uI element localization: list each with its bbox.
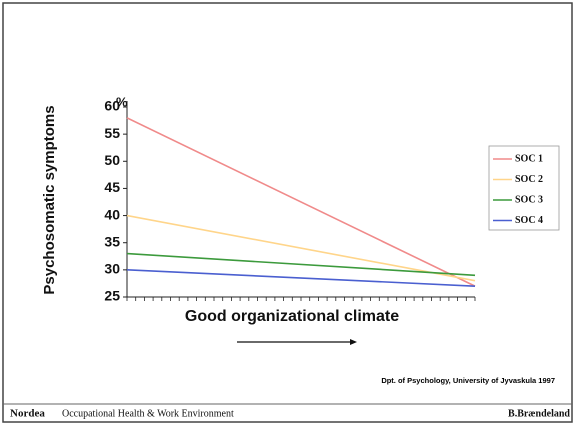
y-tick-label: 55	[104, 125, 120, 141]
series-line	[126, 252, 476, 277]
annotation: Dpt. of Psychology, University of Jyvask…	[381, 376, 555, 385]
y-axis-label: Psychosomatic symptoms	[41, 105, 58, 294]
footer-author: B.Brændeland	[508, 408, 570, 419]
series-line	[126, 214, 476, 282]
footer-text: Occupational Health & Work Environment	[62, 408, 234, 419]
x-axis-label: Good organizational climate	[185, 308, 399, 325]
slide-frame	[2, 2, 573, 423]
y-tick-label: 60	[104, 98, 120, 114]
y-tick-label: 35	[104, 233, 120, 249]
y-tick-label: 40	[104, 206, 120, 222]
legend-label: SOC 4	[515, 215, 543, 226]
y-tick-label: 45	[104, 179, 120, 195]
y-tick-label: 25	[104, 288, 120, 304]
series-line	[126, 117, 476, 287]
series-line	[126, 269, 476, 287]
legend-box	[488, 145, 560, 231]
legend-label: SOC 1	[515, 153, 543, 164]
y-unit: %	[116, 94, 128, 109]
arrow-head	[350, 339, 357, 345]
y-tick-label: 50	[104, 152, 120, 168]
y-tick-label: 30	[104, 261, 120, 277]
legend-label: SOC 3	[515, 194, 543, 205]
footer-brand: Nordea	[10, 408, 45, 420]
legend-label: SOC 2	[515, 174, 543, 185]
